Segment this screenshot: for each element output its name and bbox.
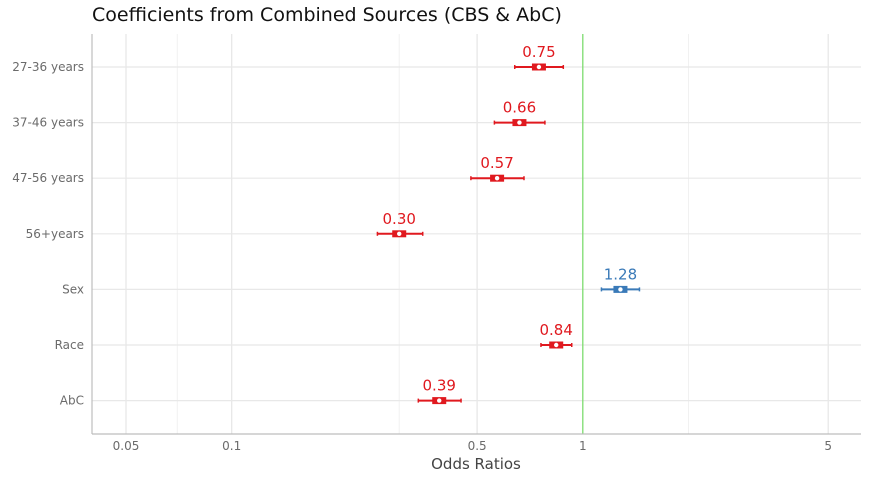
x-tick-label: 1 [579,439,587,453]
estimate-group: 0.66 [493,99,546,127]
estimate-point-center [517,120,522,125]
estimate-point-center [397,231,402,236]
estimate-point-center [437,398,442,403]
estimate-group: 0.57 [470,154,525,182]
y-tick-label: 27-36 years [12,60,84,74]
data-label: 0.75 [522,43,555,61]
x-tick-label: 5 [824,439,832,453]
x-axis-title: Odds Ratios [431,455,521,473]
x-tick-label: 0.05 [113,439,140,453]
y-tick-label: 47-56 years [12,171,84,185]
estimate-group: 0.30 [376,210,424,238]
x-tick-label: 0.1 [222,439,241,453]
x-tick-label: 0.5 [468,439,487,453]
estimate-group: 1.28 [600,265,641,293]
estimate-group: 0.39 [417,377,462,405]
y-tick-label: 37-46 years [12,116,84,130]
data-label: 0.57 [480,154,513,172]
estimate-point-center [494,176,500,181]
data-label: 1.28 [604,265,637,283]
data-label: 0.30 [383,210,416,228]
chart-title: Coefficients from Combined Sources (CBS … [92,4,562,26]
estimate-point-center [618,287,623,292]
data-label: 0.84 [540,321,573,339]
y-tick-label: Race [55,338,84,352]
estimate-group: 0.75 [514,43,565,71]
y-tick-label: AbC [60,394,84,408]
data-label: 0.66 [503,99,536,117]
estimate-point-center [554,342,559,348]
y-tick-label: Sex [62,282,84,296]
y-tick-label: 56+years [26,227,84,241]
estimate-group: 0.84 [540,321,573,349]
data-label: 0.39 [423,377,456,395]
estimate-point-center [536,64,542,70]
